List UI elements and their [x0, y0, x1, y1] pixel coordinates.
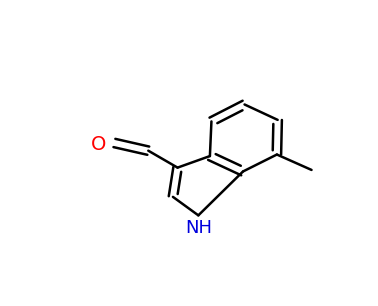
- Text: O: O: [91, 135, 107, 154]
- Text: NH: NH: [185, 219, 212, 237]
